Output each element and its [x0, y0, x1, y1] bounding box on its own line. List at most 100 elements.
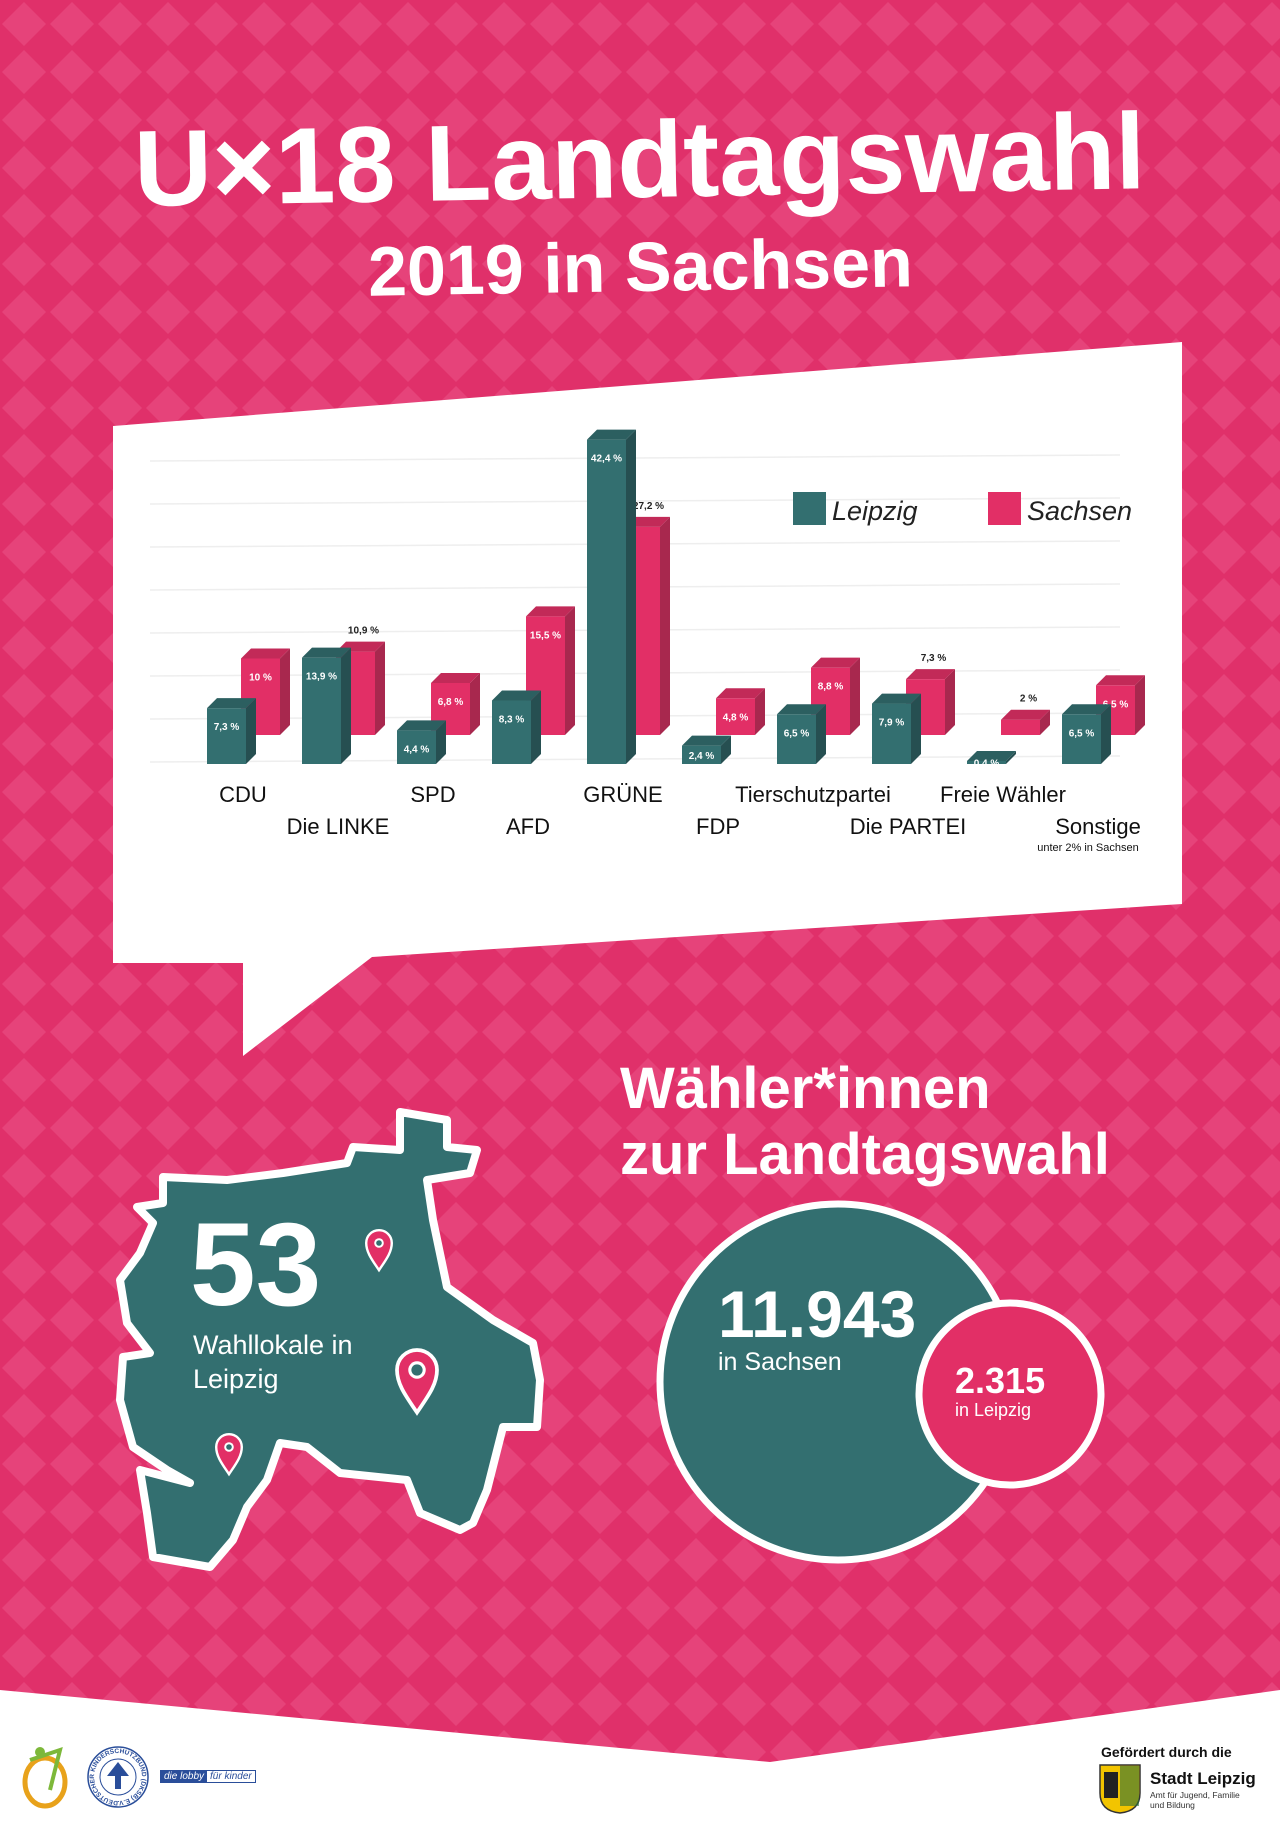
bar-top — [587, 429, 636, 440]
data-label: 6,5 % — [784, 728, 810, 739]
data-label: 6,5 % — [1103, 699, 1129, 710]
poster-subtitle-wrap: 2019 in Sachsen — [0, 223, 1280, 310]
bar-top — [526, 606, 575, 617]
chart-legend: Leipzig Sachsen — [793, 492, 1132, 526]
department: Amt für Jugend, Familie und Bildung — [1150, 1790, 1240, 1810]
bar-side — [911, 693, 921, 764]
legend-swatch-leipzig — [793, 492, 826, 525]
data-label: 6,5 % — [1069, 728, 1095, 739]
data-label: 4,8 % — [723, 712, 749, 723]
data-label: 7,3 % — [214, 722, 240, 733]
bar-top — [967, 750, 1016, 761]
bar-top — [682, 735, 731, 746]
bar-front — [302, 657, 341, 764]
u18-logo — [22, 1746, 68, 1809]
bar-leipzig: 4,4 % — [397, 720, 446, 764]
bar-top — [811, 657, 860, 668]
map-pin-icon — [214, 1433, 244, 1477]
legend-label-sachsen: Sachsen — [1027, 496, 1132, 526]
bar-chart: 10 % 7,3 % 10,9 % 13,9 % 6,8 % 4,4 % 15,5 % 8,3… — [149, 429, 1145, 854]
leipzig-voters-circle — [915, 1299, 1105, 1489]
data-label: 8,3 % — [499, 715, 525, 726]
bar-leipzig: 6,5 % — [1062, 704, 1111, 764]
category-note: unter 2% in Sachsen — [1037, 842, 1139, 854]
funded-by: Gefördert durch die — [1101, 1744, 1232, 1760]
bar-front — [716, 698, 755, 735]
bar-side — [816, 704, 826, 764]
poster-title-wrap: U×18 Landtagswahl — [0, 90, 1280, 229]
bar-side — [626, 429, 636, 764]
bar-side — [1135, 675, 1145, 735]
bar-top — [302, 647, 351, 658]
data-label: 4,4 % — [404, 744, 430, 755]
bar-side — [531, 690, 541, 764]
bar-leipzig: 7,9 % — [872, 693, 921, 764]
data-label: 42,4 % — [591, 454, 622, 465]
data-label: 7,3 % — [921, 653, 947, 664]
bar-front — [207, 708, 246, 764]
bar-top — [906, 669, 955, 680]
sachsen-voters-count: 11.943 — [718, 1277, 917, 1351]
legend-swatch-sachsen — [988, 492, 1021, 525]
bar-leipzig: 42,4 % — [587, 429, 636, 764]
wahllokale-count: 53 — [190, 1199, 322, 1331]
bar-side — [660, 516, 670, 735]
bar-leipzig: 8,3 % — [492, 690, 541, 764]
category-label: AFD — [506, 814, 550, 839]
bar-top — [397, 720, 446, 731]
bar-side — [470, 672, 480, 735]
bar-front — [682, 745, 721, 764]
data-label: 7,9 % — [879, 718, 905, 729]
bar-side — [945, 669, 955, 735]
voters-heading: Wähler*innen zur Landtagswahl — [620, 1056, 1110, 1188]
wahllokale-label: Wahllokale in Leipzig — [193, 1328, 353, 1396]
bar-leipzig: 13,9 % — [302, 647, 351, 764]
data-label: 13,9 % — [306, 672, 337, 683]
category-label: Freie Wähler — [940, 782, 1066, 807]
bar-top — [431, 672, 480, 683]
data-label: 2,4 % — [689, 751, 715, 762]
voters-heading-line2: zur Landtagswahl — [620, 1122, 1110, 1187]
bar-side — [246, 698, 256, 764]
bar-side — [755, 688, 765, 735]
wahllokale-label-line2: Leipzig — [193, 1364, 279, 1394]
department-line1: Amt für Jugend, Familie — [1150, 1790, 1240, 1800]
data-label: 2 % — [1020, 694, 1037, 705]
bar-leipzig: 0,4 % — [967, 750, 1016, 769]
data-label: 6,8 % — [438, 697, 464, 708]
bar-side — [850, 657, 860, 735]
bar-front — [967, 760, 1006, 764]
bar-top — [492, 690, 541, 701]
data-label: 10,9 % — [348, 626, 379, 637]
lobby-text: die lobby — [161, 1771, 208, 1782]
poster-subtitle: 2019 in Sachsen — [366, 223, 914, 311]
category-label: SPD — [410, 782, 455, 807]
bar-leipzig: 7,3 % — [207, 698, 256, 764]
city-name: Stadt Leipzig — [1150, 1769, 1256, 1788]
bar-top — [1096, 675, 1145, 686]
data-label: 10 % — [249, 673, 272, 684]
voters-heading-line1: Wähler*innen — [620, 1056, 991, 1121]
bar-sachsen: 8,8 % — [811, 657, 860, 735]
data-label: 27,2 % — [633, 501, 664, 512]
leipzig-voters-count: 2.315 — [955, 1360, 1046, 1401]
category-label: CDU — [219, 782, 267, 807]
bar-top — [872, 693, 921, 704]
bar-top — [1062, 704, 1111, 715]
bar-front — [587, 439, 626, 764]
bar-leipzig: 2,4 % — [682, 735, 731, 764]
category-label: FDP — [696, 814, 740, 839]
bar-side — [341, 647, 351, 764]
poster-title: U×18 Landtagswahl — [133, 90, 1147, 229]
bar-sachsen: 2 % — [1001, 694, 1050, 735]
bar-front — [1001, 719, 1040, 735]
category-label: Tierschutzpartei — [735, 782, 891, 807]
lobby-text-2: für kinder — [210, 1771, 252, 1782]
sachsen-voters: 11.943 in Sachsen — [718, 1280, 916, 1376]
bar-side — [1006, 750, 1016, 764]
category-label: GRÜNE — [583, 782, 662, 807]
sachsen-voters-label: in Sachsen — [718, 1348, 842, 1376]
data-label: 15,5 % — [530, 630, 561, 641]
wahllokale-label-line1: Wahllokale in — [193, 1330, 353, 1360]
